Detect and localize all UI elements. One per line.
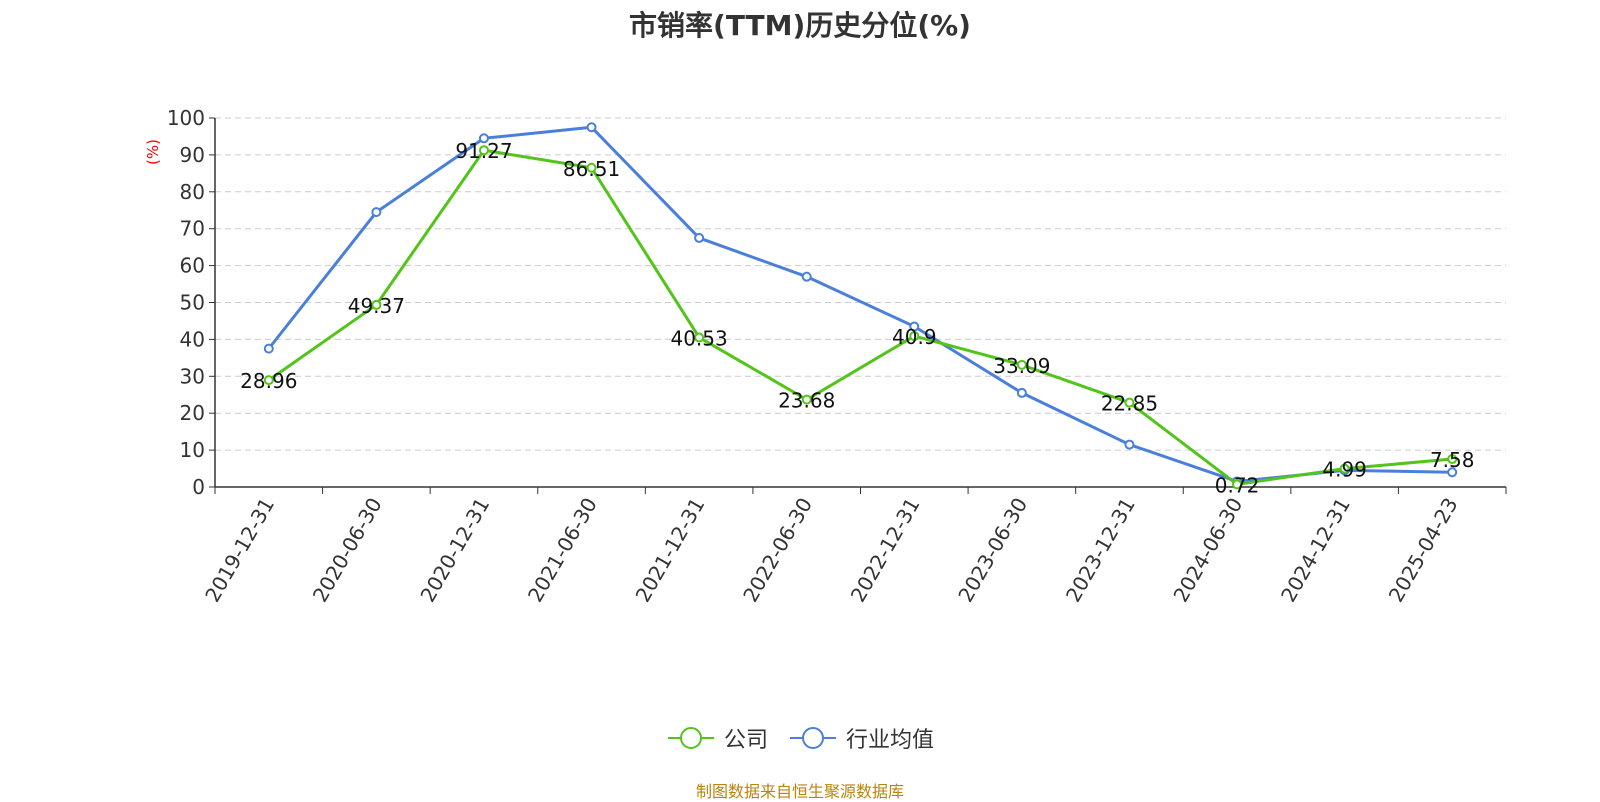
data-point: [478, 145, 489, 156]
x-tick-label: 2020-12-31: [415, 494, 494, 607]
legend-swatch-marker: [802, 727, 824, 749]
legend-swatch-icon: [790, 727, 836, 749]
x-tick-label: 2019-12-31: [200, 494, 279, 607]
y-tick-label: 80: [180, 180, 205, 204]
data-point: [371, 207, 382, 218]
y-axis-label: (%): [144, 139, 162, 165]
data-label: 33.09: [993, 354, 1050, 378]
x-tick-label: 2025-04-23: [1384, 494, 1463, 607]
source-note: 制图数据来自恒生聚源数据库: [695, 782, 904, 801]
gridlines: [215, 117, 1506, 451]
x-tick-label: 2021-06-30: [523, 494, 602, 607]
data-point: [801, 394, 812, 405]
y-tick-label: 0: [192, 475, 205, 499]
data-labels: 28.96 49.37 91.27 86.51 40.53 23.68 40.9 33.09 2…: [240, 139, 1474, 497]
y-tick-label: 40: [180, 327, 205, 351]
data-point: [909, 331, 920, 342]
x-tick-label: 2022-12-31: [846, 494, 925, 607]
data-point: [1016, 387, 1027, 398]
legend-label: 公司: [723, 728, 768, 753]
series-line-1: [267, 125, 1453, 483]
y-tick-label: 50: [180, 291, 205, 315]
x-tick-label: 2021-12-31: [631, 494, 710, 607]
data-point: [1232, 479, 1243, 490]
x-tick-label: 2023-06-30: [953, 494, 1032, 607]
y-tick-label: 90: [180, 143, 205, 167]
y-tick-label: 60: [180, 254, 205, 278]
x-tick-label: 2020-06-30: [308, 494, 387, 607]
data-point: [1447, 467, 1458, 478]
data-label: 28.96: [240, 369, 297, 393]
series-lines: [263, 122, 1458, 490]
data-label: 91.27: [455, 139, 512, 163]
data-point: [263, 375, 274, 386]
y-tick-label: 100: [167, 106, 205, 130]
data-label: 4.99: [1322, 458, 1367, 482]
data-point: [1447, 454, 1458, 465]
data-label: 22.85: [1101, 392, 1158, 416]
legend-swatch-icon: [667, 727, 714, 749]
x-tick-label: 2022-06-30: [738, 494, 817, 607]
data-point: [909, 321, 920, 332]
x-tick-label: 2024-06-30: [1168, 494, 1247, 607]
data-point: [371, 299, 382, 310]
data-point: [1124, 397, 1135, 408]
x-tick-label: 2023-12-31: [1061, 494, 1140, 607]
legend-swatch-marker: [679, 727, 702, 749]
data-label: 49.37: [348, 294, 405, 318]
x-tick-label: 2024-12-31: [1276, 494, 1355, 607]
legend-item[interactable]: 公司: [666, 722, 768, 754]
y-tick-label: 10: [180, 438, 205, 462]
data-point: [586, 122, 597, 133]
data-point: [478, 133, 489, 144]
data-label: 0.72: [1215, 473, 1260, 497]
data-point: [801, 271, 812, 282]
data-point: [586, 162, 597, 173]
axes: 0 10 20 30 40 50 60 70 80 90 100 (%) 2019-12-31 2020-…: [144, 106, 1507, 607]
legend-item[interactable]: 行业均值: [788, 722, 934, 754]
legend-label: 行业均值: [846, 728, 935, 753]
data-point: [1339, 463, 1350, 474]
y-tick-label: 30: [180, 364, 205, 388]
data-point: [694, 332, 705, 343]
data-point: [263, 343, 274, 354]
data-label: 7.58: [1430, 448, 1475, 472]
chart-title: 市销率(TTM)历史分位(%): [629, 9, 971, 42]
data-label: 40.53: [670, 326, 727, 350]
series-line-0: [267, 148, 1453, 486]
data-label: 86.51: [563, 157, 620, 181]
data-point: [1124, 439, 1135, 450]
y-tick-label: 70: [180, 217, 205, 241]
data-label: 40.9: [892, 325, 937, 349]
data-point: [1016, 359, 1027, 370]
legend: 公司 行业均值: [0, 722, 1600, 754]
data-label: 23.68: [778, 389, 835, 413]
y-tick-label: 20: [180, 401, 205, 425]
data-point: [694, 232, 705, 243]
